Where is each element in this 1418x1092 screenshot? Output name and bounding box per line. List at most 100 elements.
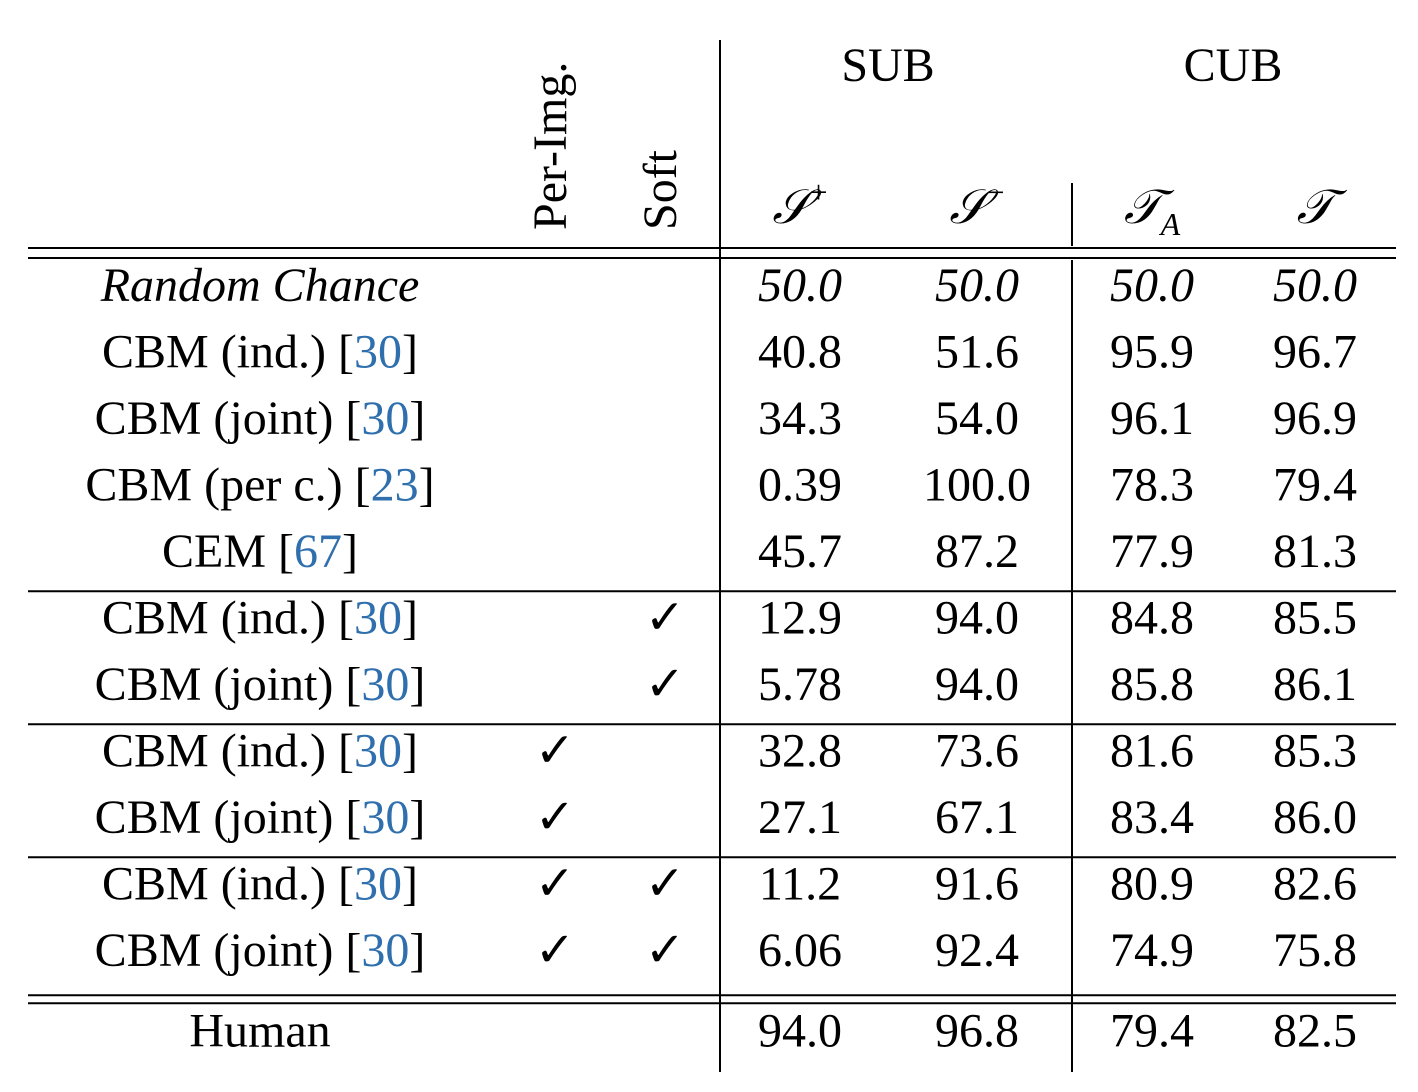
metric-head: 𝒯 — [1297, 181, 1348, 234]
cell-value: 50.0 — [758, 259, 842, 312]
method-text: ] — [402, 725, 418, 778]
method-name: CBM (joint) [30] — [95, 924, 426, 977]
cell-value: 85.5 — [1273, 592, 1357, 645]
check-mark: ✓ — [645, 658, 685, 711]
citation: 30 — [361, 658, 409, 711]
citation: 30 — [354, 858, 402, 911]
cell-value: 50.0 — [1273, 259, 1357, 312]
method-text: Human — [189, 1005, 330, 1058]
method-text: ] — [419, 459, 435, 512]
method-name: CBM (joint) [30] — [95, 658, 426, 711]
cell-value: 96.1 — [1110, 392, 1194, 445]
method-text: ] — [409, 791, 425, 844]
cell-value: 94.0 — [935, 658, 1019, 711]
column-head: Soft — [634, 149, 687, 230]
method-name: Human — [189, 1005, 330, 1058]
metric-head: 𝒮+ — [772, 174, 827, 234]
method-text: CBM (joint) [ — [95, 791, 362, 844]
check-mark: ✓ — [535, 858, 575, 911]
method-name: CBM (ind.) [30] — [102, 725, 418, 778]
cell-value: 79.4 — [1273, 459, 1357, 512]
cell-value: 96.7 — [1273, 326, 1357, 379]
cell-value: 0.39 — [758, 459, 842, 512]
cell-value: 12.9 — [758, 592, 842, 645]
method-text: CBM (ind.) [ — [102, 326, 354, 379]
cell-value: 51.6 — [935, 326, 1019, 379]
cell-value: 54.0 — [935, 392, 1019, 445]
method-text: CBM (ind.) [ — [102, 725, 354, 778]
citation: 30 — [361, 924, 409, 977]
citation: 30 — [361, 392, 409, 445]
cell-value: 85.8 — [1110, 658, 1194, 711]
check-mark: ✓ — [645, 924, 685, 977]
cell-value: 94.0 — [935, 592, 1019, 645]
cell-value: 91.6 — [935, 858, 1019, 911]
cell-value: 80.9 — [1110, 858, 1194, 911]
metric-head: 𝒯A — [1124, 181, 1181, 242]
cell-value: 50.0 — [935, 259, 1019, 312]
cell-value: 50.0 — [1110, 259, 1194, 312]
cell-value: 81.6 — [1110, 725, 1194, 778]
method-text: ] — [402, 858, 418, 911]
citation: 30 — [354, 592, 402, 645]
column-head: Per-Img. — [524, 62, 577, 230]
method-text: CBM (per c.) [ — [85, 459, 370, 512]
method-name: CBM (joint) [30] — [95, 392, 426, 445]
citation: 30 — [361, 791, 409, 844]
cell-value: 84.8 — [1110, 592, 1194, 645]
cell-value: 79.4 — [1110, 1005, 1194, 1058]
method-text: CBM (ind.) [ — [102, 592, 354, 645]
cell-value: 75.8 — [1273, 924, 1357, 977]
method-text: CBM (joint) [ — [95, 658, 362, 711]
cell-value: 86.0 — [1273, 791, 1357, 844]
check-mark: ✓ — [645, 592, 685, 645]
method-text: CBM (joint) [ — [95, 924, 362, 977]
cell-value: 85.3 — [1273, 725, 1357, 778]
cell-value: 74.9 — [1110, 924, 1194, 977]
check-mark: ✓ — [535, 791, 575, 844]
method-text: Random Chance — [100, 259, 420, 312]
method-name: CBM (per c.) [23] — [85, 459, 434, 512]
method-text: ] — [342, 525, 358, 578]
method-name: Random Chance — [100, 259, 420, 312]
cell-value: 34.3 — [758, 392, 842, 445]
cell-value: 96.9 — [1273, 392, 1357, 445]
check-mark: ✓ — [535, 725, 575, 778]
method-text: ] — [402, 592, 418, 645]
method-name: CEM [67] — [162, 525, 358, 578]
dataset-head: CUB — [1184, 39, 1283, 92]
cell-value: 96.8 — [935, 1005, 1019, 1058]
cell-value: 82.5 — [1273, 1005, 1357, 1058]
method-text: ] — [409, 658, 425, 711]
method-text: CBM (ind.) [ — [102, 858, 354, 911]
cell-value: 32.8 — [758, 725, 842, 778]
method-text: ] — [409, 392, 425, 445]
cell-value: 81.3 — [1273, 525, 1357, 578]
cell-value: 82.6 — [1273, 858, 1357, 911]
citation: 23 — [371, 459, 419, 512]
cell-value: 92.4 — [935, 924, 1019, 977]
cell-value: 73.6 — [935, 725, 1019, 778]
dataset-head: SUB — [841, 39, 934, 92]
method-name: CBM (ind.) [30] — [102, 326, 418, 379]
cell-value: 77.9 — [1110, 525, 1194, 578]
method-text: CEM [ — [162, 525, 294, 578]
cell-value: 87.2 — [935, 525, 1019, 578]
cell-value: 94.0 — [758, 1005, 842, 1058]
method-name: CBM (ind.) [30] — [102, 592, 418, 645]
metric-sub: A — [1159, 206, 1181, 242]
cell-value: 67.1 — [935, 791, 1019, 844]
cell-value: 27.1 — [758, 791, 842, 844]
metric-sup: + — [810, 174, 828, 210]
cell-value: 86.1 — [1273, 658, 1357, 711]
check-mark: ✓ — [535, 924, 575, 977]
check-mark: ✓ — [645, 858, 685, 911]
cell-value: 95.9 — [1110, 326, 1194, 379]
method-text: ] — [409, 924, 425, 977]
citation: 30 — [354, 725, 402, 778]
metric-head: 𝒮− — [949, 174, 1004, 234]
citation: 67 — [294, 525, 342, 578]
cell-value: 45.7 — [758, 525, 842, 578]
metric-sup: − — [987, 174, 1005, 210]
